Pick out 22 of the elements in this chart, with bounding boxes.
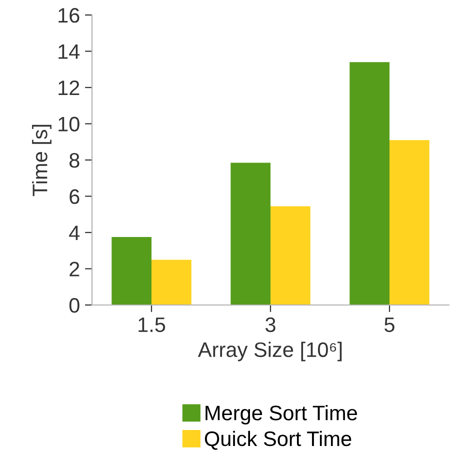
bar: [350, 62, 390, 305]
bar: [152, 260, 192, 305]
y-tick-label: 2: [70, 262, 80, 276]
legend-label: Quick Sort Time: [204, 430, 352, 450]
y-tick-label: 0: [69, 298, 80, 313]
y-tick-label: 12: [58, 80, 80, 96]
bar: [270, 206, 310, 305]
y-tick-label: 4: [69, 226, 80, 240]
y-tick-label: 8: [70, 153, 80, 168]
x-tick-label: 3: [266, 317, 276, 332]
y-axis-title: Time [s]: [32, 124, 52, 196]
y-tick-label: 10: [58, 116, 80, 132]
y-tick-label: 16: [58, 8, 80, 23]
x-tick-label: 1.5: [138, 318, 166, 332]
x-axis-title: Array Size [10⁶]: [198, 342, 342, 362]
bar: [230, 162, 270, 305]
x-tick-label: 5: [384, 318, 394, 332]
legend-label: Merge Sort Time: [206, 405, 357, 424]
y-tick-label: 14: [58, 44, 80, 59]
bar: [390, 140, 430, 305]
y-tick-label: 6: [70, 189, 80, 204]
bar: [112, 237, 152, 305]
